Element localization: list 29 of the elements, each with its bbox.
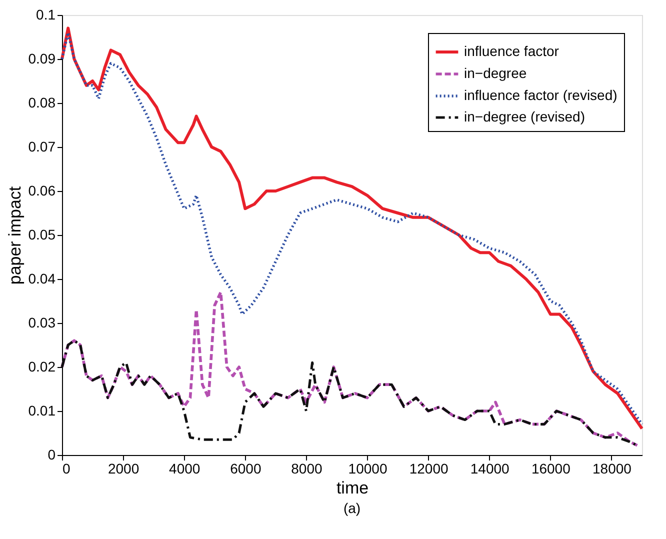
x-tick-label: 16000 <box>531 460 571 476</box>
x-tick-label: 10000 <box>348 460 388 476</box>
y-tick-label: 0.1 <box>36 6 56 22</box>
x-tick-label: 2000 <box>108 460 140 476</box>
x-tick-label: 18000 <box>592 460 632 476</box>
legend-label: influence factor (revised) <box>464 87 618 103</box>
y-tick-label: 0.01 <box>28 402 56 418</box>
y-tick-label: 0 <box>48 446 56 462</box>
legend-label: in−degree <box>464 65 527 81</box>
y-tick-label: 0.05 <box>28 226 56 242</box>
x-tick-label: 6000 <box>230 460 262 476</box>
x-tick-label: 14000 <box>470 460 510 476</box>
y-tick-label: 0.03 <box>28 314 56 330</box>
line-series <box>60 290 640 448</box>
x-tick-label: 12000 <box>409 460 448 476</box>
y-tick-label: 0.08 <box>28 94 56 110</box>
y-tick-label: 0.09 <box>28 50 56 66</box>
y-axis-title: paper impact <box>5 186 24 285</box>
y-tick-label: 0.07 <box>28 138 56 154</box>
legend-label: in−degree (revised) <box>464 108 586 124</box>
legend-label: influence factor <box>464 43 560 59</box>
x-tick-label: 8000 <box>291 460 322 476</box>
y-tick-label: 0.06 <box>28 182 56 198</box>
text: (a) <box>343 500 361 516</box>
y-tick-label: 0.02 <box>28 358 56 374</box>
y-tick-label: 0.04 <box>28 270 56 286</box>
x-tick-label: 0 <box>62 460 70 476</box>
x-tick-label: 4000 <box>169 460 200 476</box>
x-axis-title: time <box>336 478 369 498</box>
